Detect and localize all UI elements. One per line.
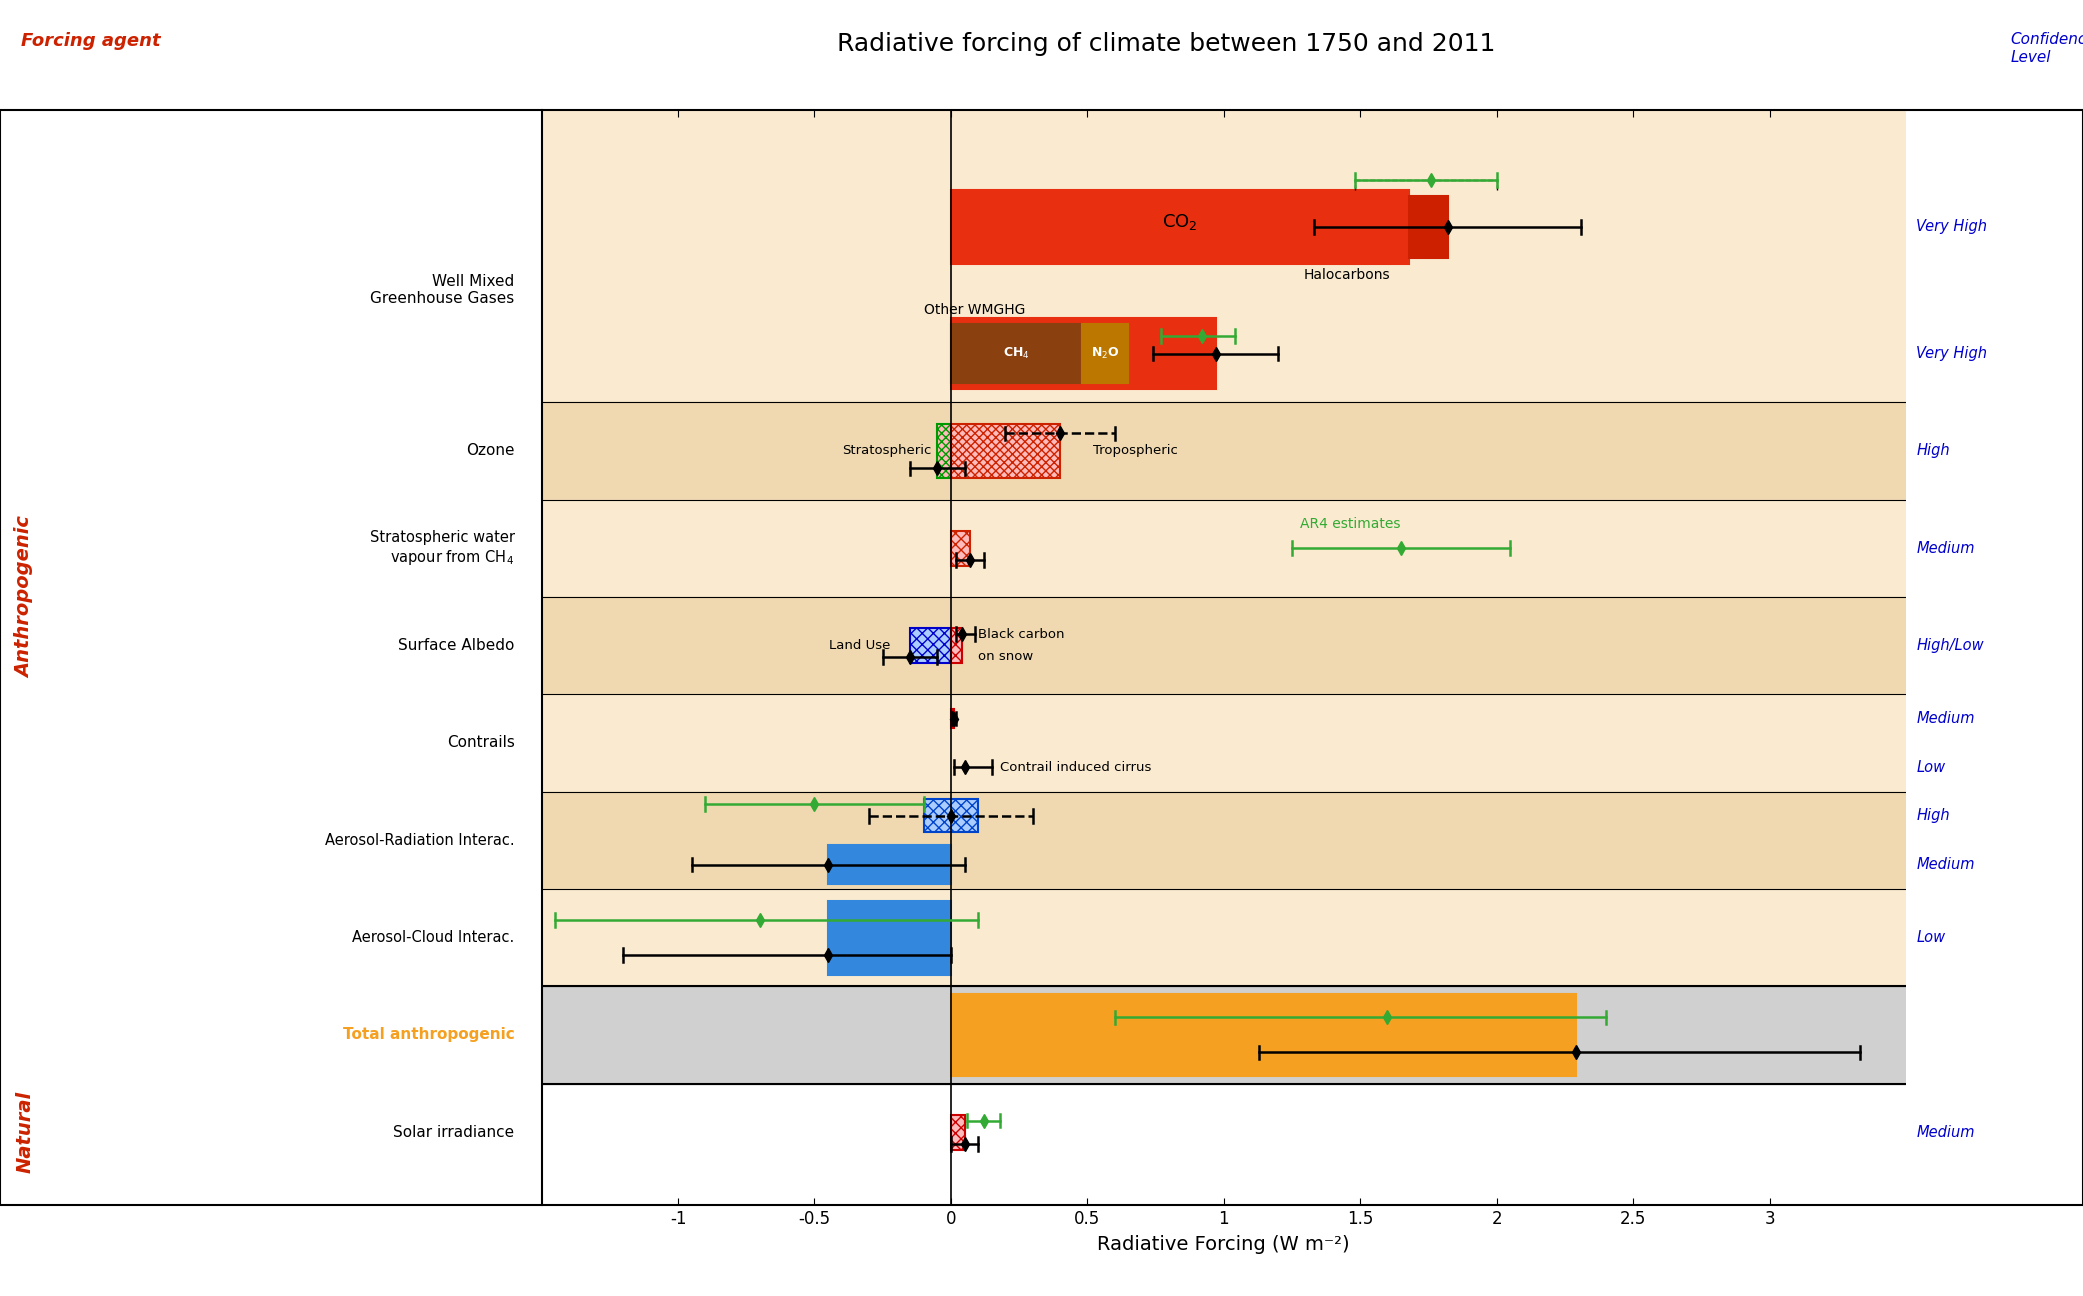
Text: on snow: on snow — [979, 651, 1033, 664]
Text: Medium: Medium — [1916, 540, 1975, 556]
Bar — [910, 629, 952, 664]
Text: Aerosol-Radiation Interac.: Aerosol-Radiation Interac. — [325, 833, 515, 848]
Text: Radiative forcing of climate between 1750 and 2011: Radiative forcing of climate between 175… — [837, 32, 1496, 57]
Text: Medium: Medium — [1916, 1125, 1975, 1139]
Text: CH$_4$: CH$_4$ — [1004, 346, 1029, 362]
Bar — [542, 402, 1906, 499]
Bar — [952, 709, 954, 728]
Bar — [542, 986, 1906, 1083]
Text: Halocarbons: Halocarbons — [1304, 268, 1389, 281]
Text: Ozone: Ozone — [467, 443, 515, 459]
Text: Medium: Medium — [1916, 712, 1975, 726]
Text: High: High — [1916, 809, 1950, 823]
X-axis label: Radiative Forcing (W m⁻²): Radiative Forcing (W m⁻²) — [1098, 1235, 1350, 1255]
Bar — [542, 792, 1906, 889]
Bar — [542, 597, 1906, 695]
Text: AR4 estimates: AR4 estimates — [1300, 517, 1400, 530]
Text: Aerosol-Cloud Interac.: Aerosol-Cloud Interac. — [352, 931, 515, 945]
Text: Solar irradiance: Solar irradiance — [394, 1125, 515, 1139]
Text: Surface Albedo: Surface Albedo — [398, 638, 515, 653]
Bar — [542, 499, 1906, 597]
Text: Contrails: Contrails — [446, 735, 515, 750]
Text: Anthropogenic: Anthropogenic — [15, 516, 35, 678]
Text: Tropospheric: Tropospheric — [1094, 445, 1177, 457]
Text: Other WMGHG: Other WMGHG — [923, 302, 1025, 316]
Text: N$_2$O: N$_2$O — [1091, 346, 1119, 362]
Text: Black carbon: Black carbon — [979, 627, 1064, 640]
Bar — [923, 800, 979, 832]
Bar — [1410, 196, 1448, 258]
Text: Low: Low — [1916, 931, 1946, 945]
Bar — [952, 994, 1575, 1076]
Text: High/Low: High/Low — [1916, 638, 1983, 653]
Bar — [829, 901, 952, 975]
Text: Low: Low — [1916, 759, 1946, 775]
Text: Natural: Natural — [15, 1091, 35, 1173]
Bar — [952, 629, 962, 664]
Text: Stratospheric: Stratospheric — [842, 445, 931, 457]
Text: Land Use: Land Use — [829, 639, 892, 652]
Bar — [952, 424, 1060, 478]
Text: Total anthropogenic: Total anthropogenic — [344, 1028, 515, 1042]
Bar — [952, 191, 1410, 264]
Bar — [952, 530, 971, 566]
Text: Stratospheric water
vapour from CH$_4$: Stratospheric water vapour from CH$_4$ — [369, 530, 515, 566]
Bar — [542, 110, 1906, 402]
Text: CO$_2$: CO$_2$ — [1162, 213, 1198, 232]
Bar — [952, 324, 1081, 382]
Text: Forcing agent: Forcing agent — [21, 32, 160, 51]
Text: Very High: Very High — [1916, 219, 1987, 235]
Bar — [1081, 324, 1129, 382]
Text: Medium: Medium — [1916, 857, 1975, 872]
Text: Well Mixed
Greenhouse Gases: Well Mixed Greenhouse Gases — [371, 273, 515, 306]
Bar — [542, 695, 1906, 792]
Bar — [829, 845, 952, 884]
Text: Very High: Very High — [1916, 346, 1987, 362]
Text: High: High — [1916, 443, 1950, 459]
Text: Contrail induced cirrus: Contrail induced cirrus — [1000, 761, 1152, 774]
Bar — [542, 889, 1906, 986]
Bar — [937, 424, 952, 478]
Bar — [952, 1115, 964, 1150]
Bar — [952, 319, 1216, 389]
Text: Confidence
Level: Confidence Level — [2010, 32, 2083, 65]
Bar — [542, 1083, 1906, 1205]
